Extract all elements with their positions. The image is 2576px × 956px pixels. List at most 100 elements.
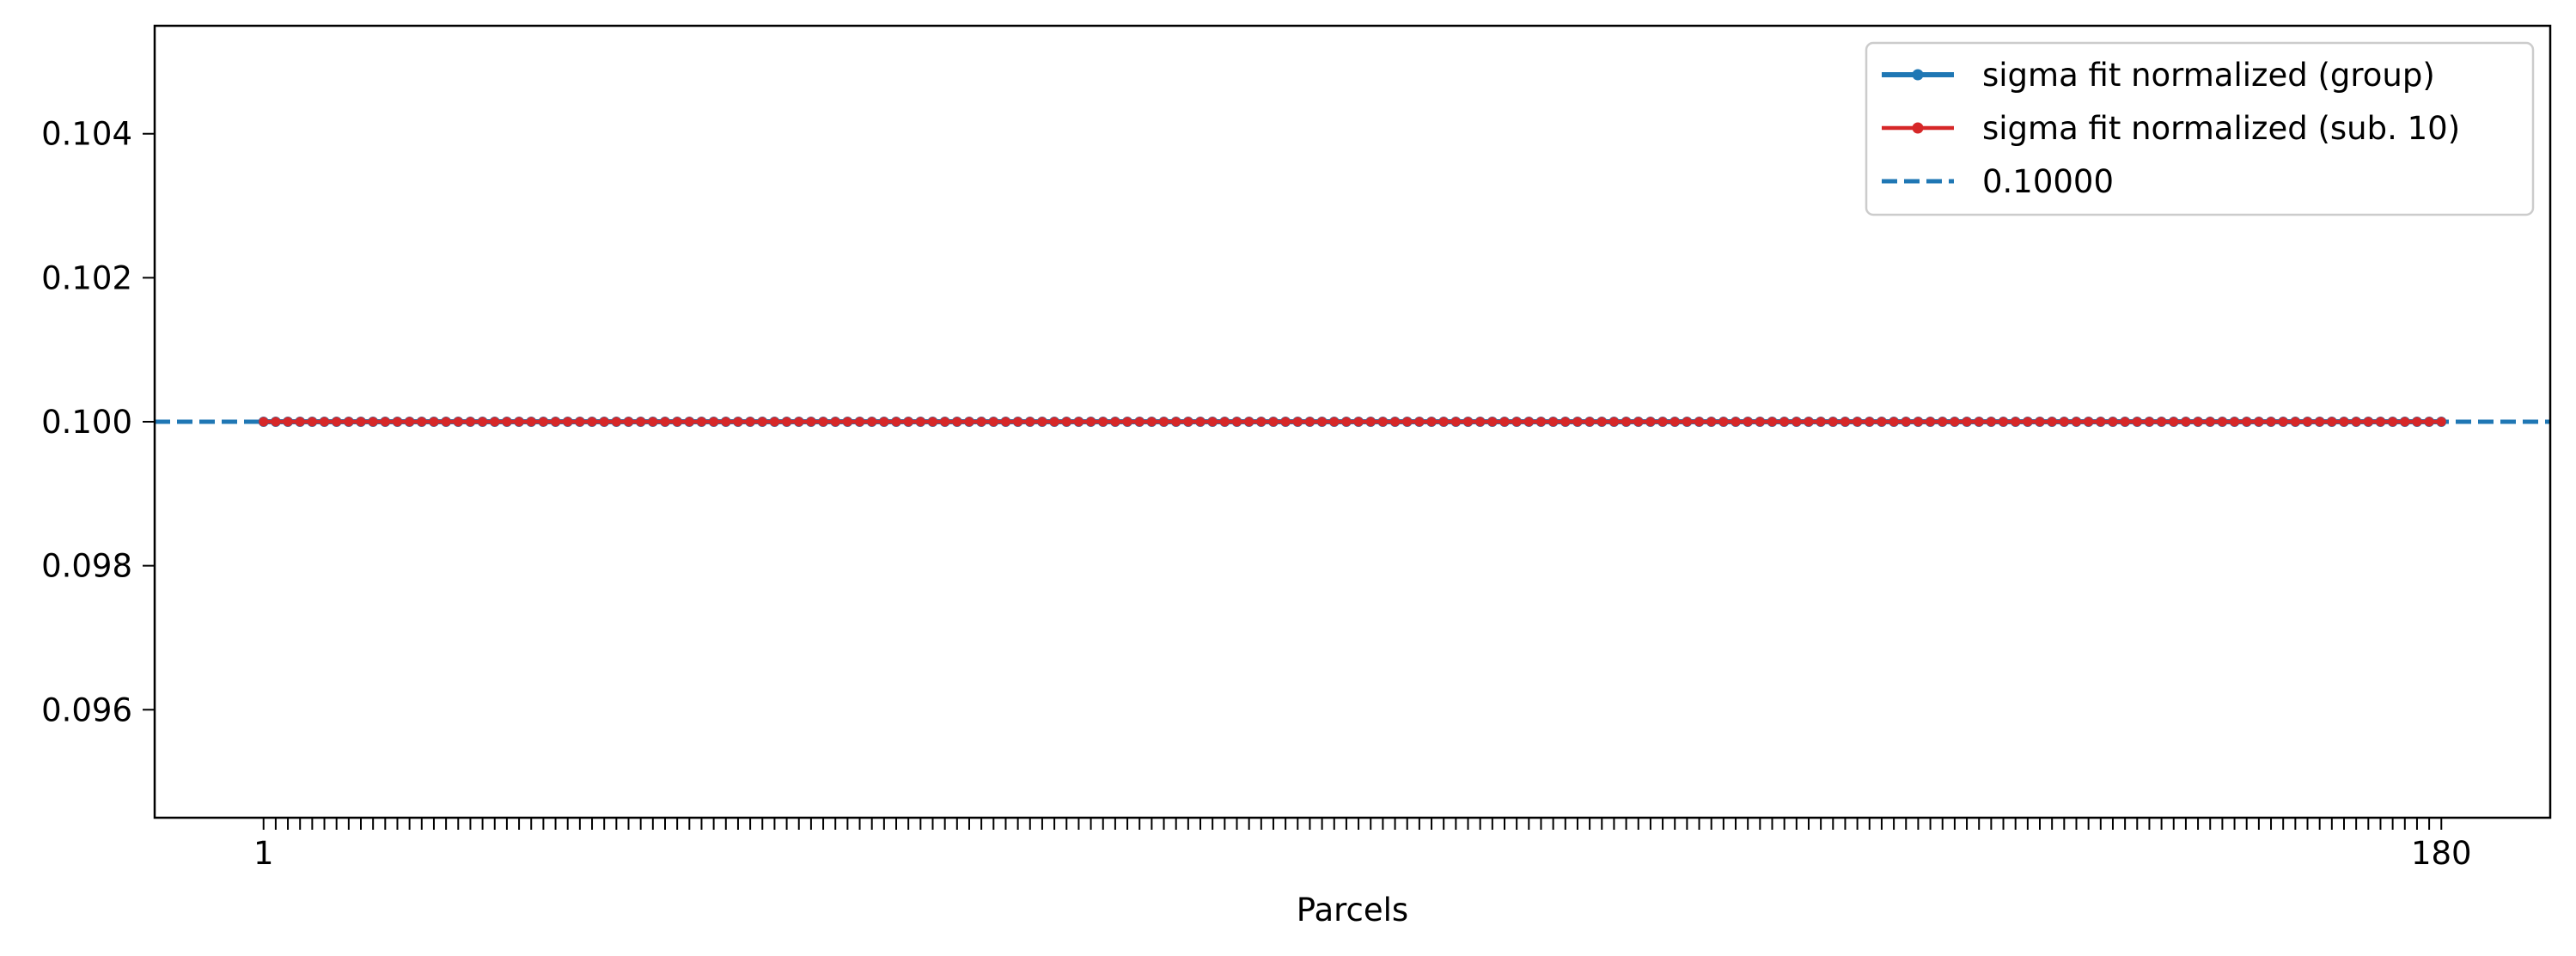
- data-point: [1755, 417, 1765, 427]
- data-point: [1134, 417, 1145, 427]
- data-point: [2157, 417, 2167, 427]
- legend-item-2: sigma fit normalized (sub. 10): [1882, 110, 2460, 147]
- data-point: [1219, 417, 1230, 427]
- data-point: [1633, 417, 1644, 427]
- data-point: [940, 417, 950, 427]
- data-point: [1913, 417, 1923, 427]
- data-point: [2144, 417, 2154, 427]
- data-point: [672, 417, 682, 427]
- data-point: [2217, 417, 2227, 427]
- data-point: [332, 417, 342, 427]
- legend-frame: [1865, 41, 2535, 216]
- legend-item-1: sigma fit normalized (group): [1882, 57, 2435, 94]
- data-point: [757, 417, 767, 427]
- data-point: [2047, 417, 2057, 427]
- data-point: [1268, 417, 1279, 427]
- data-point: [733, 417, 743, 427]
- data-point: [1122, 417, 1132, 427]
- data-point: [1596, 417, 1607, 427]
- data-point: [976, 417, 986, 427]
- data-point: [1329, 417, 1340, 427]
- data-point: [1548, 417, 1559, 427]
- y-tick-label: 0.104: [41, 116, 132, 153]
- y-tick-label: 0.098: [41, 548, 132, 585]
- data-point: [1731, 417, 1741, 427]
- data-point: [696, 417, 706, 427]
- data-point: [2132, 417, 2142, 427]
- data-point: [344, 417, 354, 427]
- data-point: [636, 417, 646, 427]
- data-point: [1853, 417, 1863, 427]
- data-point: [1645, 417, 1656, 427]
- data-point: [453, 417, 463, 427]
- data-point: [903, 417, 913, 427]
- x-tick-label: 1: [253, 835, 274, 872]
- data-point: [356, 417, 366, 427]
- data-point: [1256, 417, 1267, 427]
- data-point: [1086, 417, 1096, 427]
- data-point: [1475, 417, 1486, 427]
- data-point: [721, 417, 731, 427]
- data-point: [538, 417, 548, 427]
- data-point: [1779, 417, 1790, 427]
- data-point: [1840, 417, 1850, 427]
- legend-label: sigma fit normalized (group): [1982, 57, 2435, 94]
- data-point: [2035, 417, 2045, 427]
- data-point: [806, 417, 816, 427]
- data-point: [1402, 417, 1413, 427]
- data-point: [526, 417, 536, 427]
- data-point: [1244, 417, 1254, 427]
- x-tick-label: 180: [2411, 835, 2472, 872]
- data-point: [2071, 417, 2081, 427]
- series-2: [259, 417, 2446, 427]
- data-point: [879, 417, 889, 427]
- data-point: [1438, 417, 1449, 427]
- legend-label: sigma fit normalized (sub. 10): [1982, 110, 2460, 147]
- data-point: [1608, 417, 1619, 427]
- data-point: [1073, 417, 1084, 427]
- data-point: [1718, 417, 1729, 427]
- data-point: [1865, 417, 1875, 427]
- data-point: [1986, 417, 1996, 427]
- data-point: [392, 417, 402, 427]
- data-point: [2339, 417, 2349, 427]
- data-point: [587, 417, 597, 427]
- data-point: [1767, 417, 1778, 427]
- data-point: [2230, 417, 2240, 427]
- data-point: [1670, 417, 1680, 427]
- data-point: [1146, 417, 1157, 427]
- data-point: [1560, 417, 1571, 427]
- data-point: [842, 417, 852, 427]
- data-point: [2290, 417, 2300, 427]
- data-point: [1061, 417, 1071, 427]
- data-point: [259, 417, 269, 427]
- data-point: [2011, 417, 2021, 427]
- data-point: [867, 417, 877, 427]
- data-point: [1926, 417, 1936, 427]
- data-point: [1025, 417, 1035, 427]
- data-point: [1572, 417, 1583, 427]
- data-point: [1889, 417, 1899, 427]
- data-point: [2278, 417, 2288, 427]
- data-point: [1487, 417, 1498, 427]
- data-point: [927, 417, 937, 427]
- data-point: [514, 417, 524, 427]
- data-point: [2254, 417, 2264, 427]
- data-point: [2363, 417, 2373, 427]
- data-point: [2169, 417, 2179, 427]
- data-point: [2096, 417, 2106, 427]
- data-point: [769, 417, 779, 427]
- data-point: [1390, 417, 1401, 427]
- data-point: [745, 417, 755, 427]
- series-layer: [258, 417, 2447, 427]
- data-point: [2351, 417, 2361, 427]
- data-point: [1280, 417, 1291, 427]
- data-point: [1037, 417, 1047, 427]
- data-point: [2108, 417, 2118, 427]
- data-point: [611, 417, 621, 427]
- data-point: [1999, 417, 2009, 427]
- data-point: [575, 417, 585, 427]
- legend-marker: [1912, 122, 1924, 134]
- data-point: [915, 417, 925, 427]
- data-point: [818, 417, 828, 427]
